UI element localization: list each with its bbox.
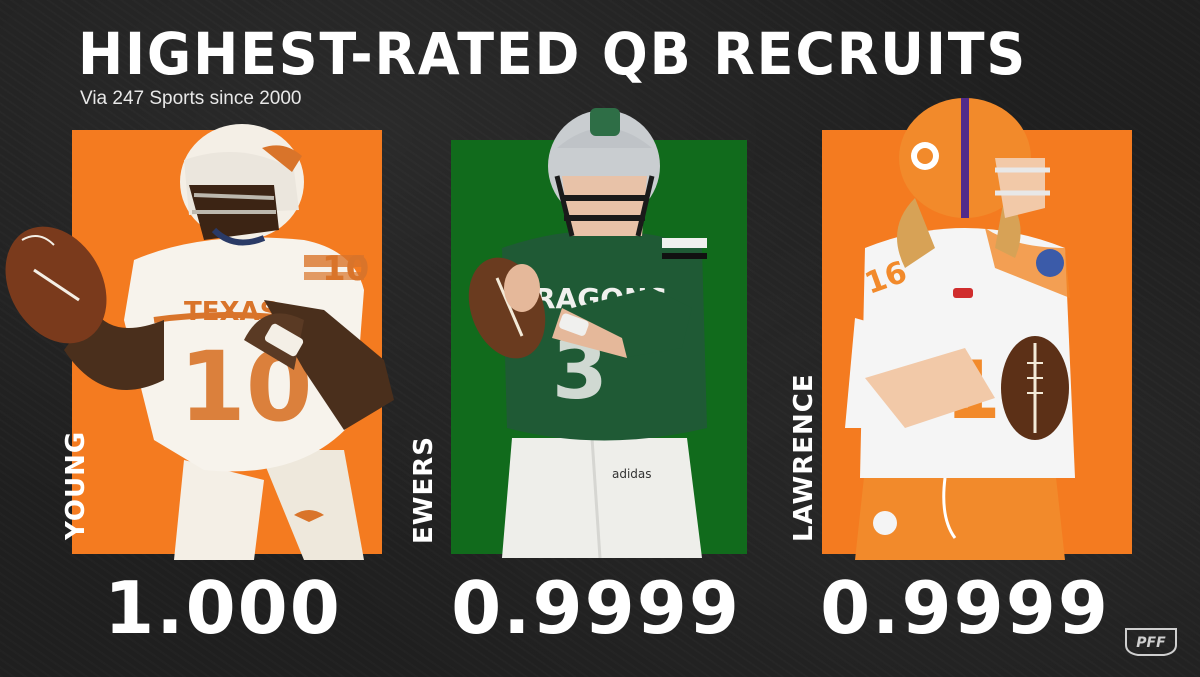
player-name-lawrence: LAWRENCE <box>784 342 824 542</box>
player-name-ewers: EWERS <box>404 344 444 544</box>
player-photo-lawrence: 16 16 <box>845 98 1075 560</box>
player-name-ewers-label: EWERS <box>409 436 439 544</box>
svg-text:10: 10 <box>322 249 369 289</box>
pff-logo: PFF <box>1125 628 1177 656</box>
svg-text:adidas: adidas <box>612 467 652 481</box>
player-name-young-label: YOUNG <box>61 430 91 540</box>
rating-ewers: 0.9999 <box>451 566 741 650</box>
svg-text:PFF: PFF <box>1136 635 1166 651</box>
rating-young: 1.000 <box>104 566 342 650</box>
rating-lawrence: 0.9999 <box>820 566 1110 650</box>
player-name-lawrence-label: LAWRENCE <box>789 373 819 542</box>
player-photo-ewers: RAGONS 3 adidas <box>468 108 707 558</box>
player-photo-young: TEXAS 10 10 <box>5 124 394 560</box>
player-name-young: YOUNG <box>56 340 96 540</box>
page-subtitle: Via 247 Sports since 2000 <box>80 88 302 109</box>
page-title: HIGHEST-RATED QB RECRUITS <box>78 20 1028 88</box>
